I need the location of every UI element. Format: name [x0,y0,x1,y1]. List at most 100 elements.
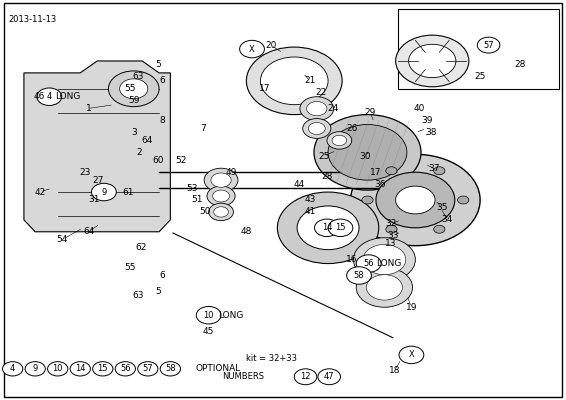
Circle shape [93,362,113,376]
Circle shape [396,35,469,87]
Text: 29: 29 [365,108,376,117]
Text: 5: 5 [155,287,161,296]
Polygon shape [24,61,170,232]
Text: 4: 4 [10,364,15,373]
Text: 57: 57 [483,40,494,50]
Circle shape [260,57,328,105]
Circle shape [457,196,469,204]
Circle shape [277,192,379,264]
Text: 55: 55 [124,263,135,272]
Text: 34: 34 [442,215,453,224]
Text: X: X [249,44,255,54]
Text: 3: 3 [131,128,136,137]
Circle shape [70,362,91,376]
Text: 2013-11-13: 2013-11-13 [8,15,57,24]
Text: 58: 58 [165,364,175,373]
Text: 50: 50 [200,208,211,216]
Text: 55: 55 [124,84,135,93]
Circle shape [434,167,445,175]
Circle shape [25,362,45,376]
Text: 30: 30 [359,152,370,161]
Text: 14: 14 [75,364,85,373]
Circle shape [314,114,421,190]
Circle shape [119,79,148,99]
Circle shape [115,362,135,376]
Text: LONG: LONG [55,92,80,101]
Circle shape [434,225,445,233]
Text: 17: 17 [259,84,271,93]
Text: WITH SECURITY PLATE: WITH SECURITY PLATE [430,13,527,22]
Text: 12: 12 [301,372,311,381]
Text: 32: 32 [385,219,397,228]
Text: 61: 61 [122,188,134,196]
Text: 41: 41 [305,208,316,216]
Text: 14: 14 [321,223,332,232]
Circle shape [318,369,340,385]
Text: 56: 56 [363,259,374,268]
Text: 38: 38 [425,128,436,137]
Text: 64: 64 [141,136,152,145]
Text: 10: 10 [53,364,63,373]
Text: 28: 28 [514,60,525,70]
Text: 62: 62 [135,243,147,252]
Circle shape [346,267,371,284]
Text: kit = 32+33: kit = 32+33 [246,354,297,363]
Circle shape [48,362,68,376]
Text: 24: 24 [327,104,338,113]
Circle shape [204,168,238,192]
Text: 31: 31 [88,196,100,204]
Text: LONG: LONG [218,311,244,320]
Circle shape [109,71,159,107]
Circle shape [376,172,455,228]
Text: 59: 59 [128,96,139,105]
Circle shape [246,47,342,114]
Circle shape [399,346,424,364]
Text: 63: 63 [132,291,143,300]
Text: 52: 52 [175,156,186,165]
Text: 44: 44 [293,180,305,189]
Text: 64: 64 [83,227,95,236]
Text: 13: 13 [385,239,397,248]
Circle shape [350,154,480,246]
Circle shape [92,183,116,201]
Circle shape [214,207,228,217]
Circle shape [386,225,397,233]
Text: 8: 8 [159,116,165,125]
Circle shape [209,203,233,221]
Text: 9: 9 [101,188,106,196]
Text: 43: 43 [305,196,316,204]
Circle shape [363,244,406,275]
Circle shape [328,219,353,236]
Text: 21: 21 [305,76,316,85]
Text: 1: 1 [86,104,92,113]
FancyBboxPatch shape [398,9,559,89]
Text: 4: 4 [46,92,52,101]
Text: 60: 60 [152,156,164,165]
Text: 56: 56 [120,364,131,373]
Text: 47: 47 [324,372,335,381]
Text: 48: 48 [241,227,252,236]
Circle shape [362,196,373,204]
Text: 26: 26 [346,124,357,133]
Circle shape [138,362,158,376]
Text: 6: 6 [159,271,165,280]
Text: 57: 57 [143,364,153,373]
Circle shape [303,118,331,138]
Text: 28: 28 [321,172,333,181]
Text: 19: 19 [406,303,417,312]
Text: 35: 35 [436,204,448,212]
Text: 40: 40 [414,104,425,113]
Circle shape [315,219,340,236]
Text: 42: 42 [34,188,45,196]
Circle shape [409,44,456,78]
Circle shape [307,102,327,116]
Text: 39: 39 [421,116,432,125]
Circle shape [328,124,407,180]
Circle shape [297,206,359,250]
Text: 25: 25 [474,72,486,81]
Circle shape [396,186,435,214]
Text: 49: 49 [225,168,237,177]
Text: 37: 37 [428,164,440,173]
Text: X: X [409,350,414,360]
Text: 10: 10 [203,311,214,320]
